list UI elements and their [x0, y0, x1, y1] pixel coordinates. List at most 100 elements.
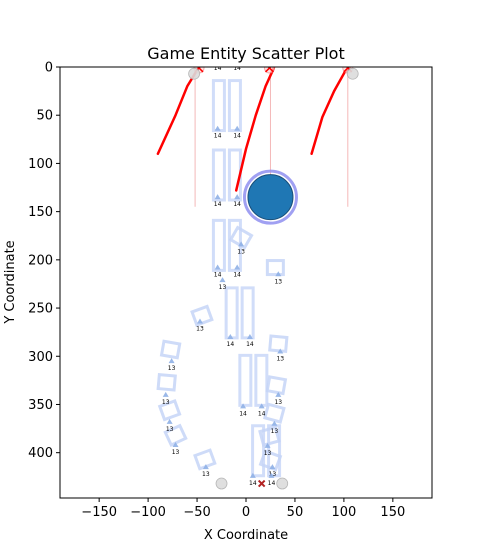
x-tick-label: −150: [81, 505, 117, 520]
unit-marker-label: 13: [264, 450, 272, 457]
entity-rect: [238, 353, 253, 407]
unit-marker: [246, 333, 253, 339]
unit-marker: [234, 194, 241, 200]
unit-marker: [275, 391, 282, 397]
unit-marker-label: 14: [246, 341, 254, 348]
y-tick-label: 100: [28, 157, 53, 172]
entity-tile: [258, 425, 281, 447]
unit-marker: [249, 472, 256, 478]
x-tick-label: −50: [183, 505, 210, 520]
entity-tile: [193, 448, 217, 471]
unit-marker-label: 13: [271, 428, 279, 435]
unit-marker: [264, 442, 271, 448]
x-tick-label: 0: [242, 505, 250, 520]
unit-marker: [172, 441, 179, 447]
entity-tile: [265, 259, 285, 277]
entity-tile: [265, 375, 288, 396]
unit-marker-label: 14: [239, 410, 247, 417]
projectile-arc: [156, 67, 201, 156]
corner-marker: [215, 477, 228, 490]
unit-marker: [214, 125, 221, 131]
unit-marker-label: 14: [214, 65, 222, 72]
unit-marker-label: 13: [237, 248, 245, 255]
entity-tile: [157, 399, 182, 422]
player-entity: [247, 174, 294, 221]
unit-marker: [238, 241, 245, 247]
entity-rect: [251, 424, 266, 478]
unit-marker-label: 14: [268, 480, 276, 487]
entity-tile: [258, 449, 283, 472]
y-tick-label: 400: [28, 446, 53, 461]
entity-tile: [228, 225, 254, 250]
unit-marker: [234, 264, 241, 270]
unit-marker-label: 14: [214, 272, 222, 279]
entity-tile: [190, 304, 214, 328]
unit-marker: [214, 194, 221, 200]
x-axis-label: X Coordinate: [204, 528, 288, 543]
axes: −150 −100 −50 0 50 100 150 0 50 100 150 200 250 300 35…: [28, 61, 433, 520]
y-tick-label: 350: [28, 398, 53, 413]
unit-marker-label: 14: [233, 133, 241, 140]
x-tick-label: 50: [287, 505, 304, 520]
entity-tile: [263, 402, 286, 424]
unit-marker: [277, 348, 284, 354]
unit-marker: [271, 420, 278, 426]
unit-marker-label: 14: [249, 480, 257, 487]
y-tick-label: 50: [36, 109, 53, 124]
entity-tile: [163, 423, 188, 448]
unit-marker: [234, 125, 241, 131]
unit-marker-label: 14: [233, 201, 241, 208]
unit-marker-label: 14: [258, 410, 266, 417]
unit-marker-label: 13: [219, 284, 227, 291]
entity-rect: [211, 218, 226, 272]
unit-marker-label: 14: [233, 65, 241, 72]
x-tick-label: −100: [130, 505, 166, 520]
unit-marker: [275, 271, 282, 277]
unit-marker-label: 13: [274, 399, 282, 406]
unit-marker: [219, 277, 226, 283]
unit-marker: [227, 333, 234, 339]
y-tick-label: 0: [45, 61, 53, 76]
unit-marker: [168, 358, 175, 364]
unit-marker-label: 13: [166, 426, 174, 433]
unit-marker-label: 13: [276, 355, 284, 362]
entity-tile: [268, 334, 289, 354]
corner-marker: [346, 67, 359, 80]
unit-marker: [240, 403, 247, 409]
unit-marker-label: 13: [274, 278, 282, 285]
unit-marker: [258, 403, 265, 409]
unit-marker-label: 13: [202, 471, 210, 478]
unit-marker-label: 14: [214, 201, 222, 208]
entity-rect: [211, 148, 226, 202]
x-tick-label: 150: [380, 505, 405, 520]
player-ring: [242, 169, 298, 225]
unit-marker: [162, 391, 169, 397]
entity-tile: [159, 339, 182, 360]
unit-marker-label: 14: [233, 272, 241, 279]
goal-marker: [257, 479, 266, 488]
entity-tile: [156, 372, 177, 392]
unit-marker: [269, 464, 276, 470]
x-tick-label: 100: [331, 505, 356, 520]
unit-marker-label: 13: [196, 326, 204, 333]
corner-marker: [276, 477, 289, 490]
y-tick-label: 300: [28, 350, 53, 365]
y-tick-label: 250: [28, 302, 53, 317]
unit-marker: [202, 464, 209, 470]
unit-marker-label: 13: [172, 449, 180, 456]
arc-end-cross: [343, 67, 350, 73]
plot-area: 14 14 14 14 14 14 13 13 13 13 14 14 13 13 13 13 14 14 13 13…: [156, 65, 359, 490]
y-tick-label: 200: [28, 253, 53, 268]
y-axis-label: Y Coordinate: [3, 240, 18, 324]
arc-end-cross: [264, 67, 272, 73]
unit-marker: [214, 264, 221, 270]
unit-marker: [268, 472, 275, 478]
unit-marker-label: 13: [162, 399, 170, 406]
y-tick-label: 150: [28, 205, 53, 220]
unit-marker-label: 13: [168, 365, 176, 372]
chart-title: Game Entity Scatter Plot: [147, 44, 344, 63]
unit-marker-label: 14: [227, 341, 235, 348]
unit-marker: [196, 318, 203, 324]
corner-marker: [188, 67, 201, 80]
